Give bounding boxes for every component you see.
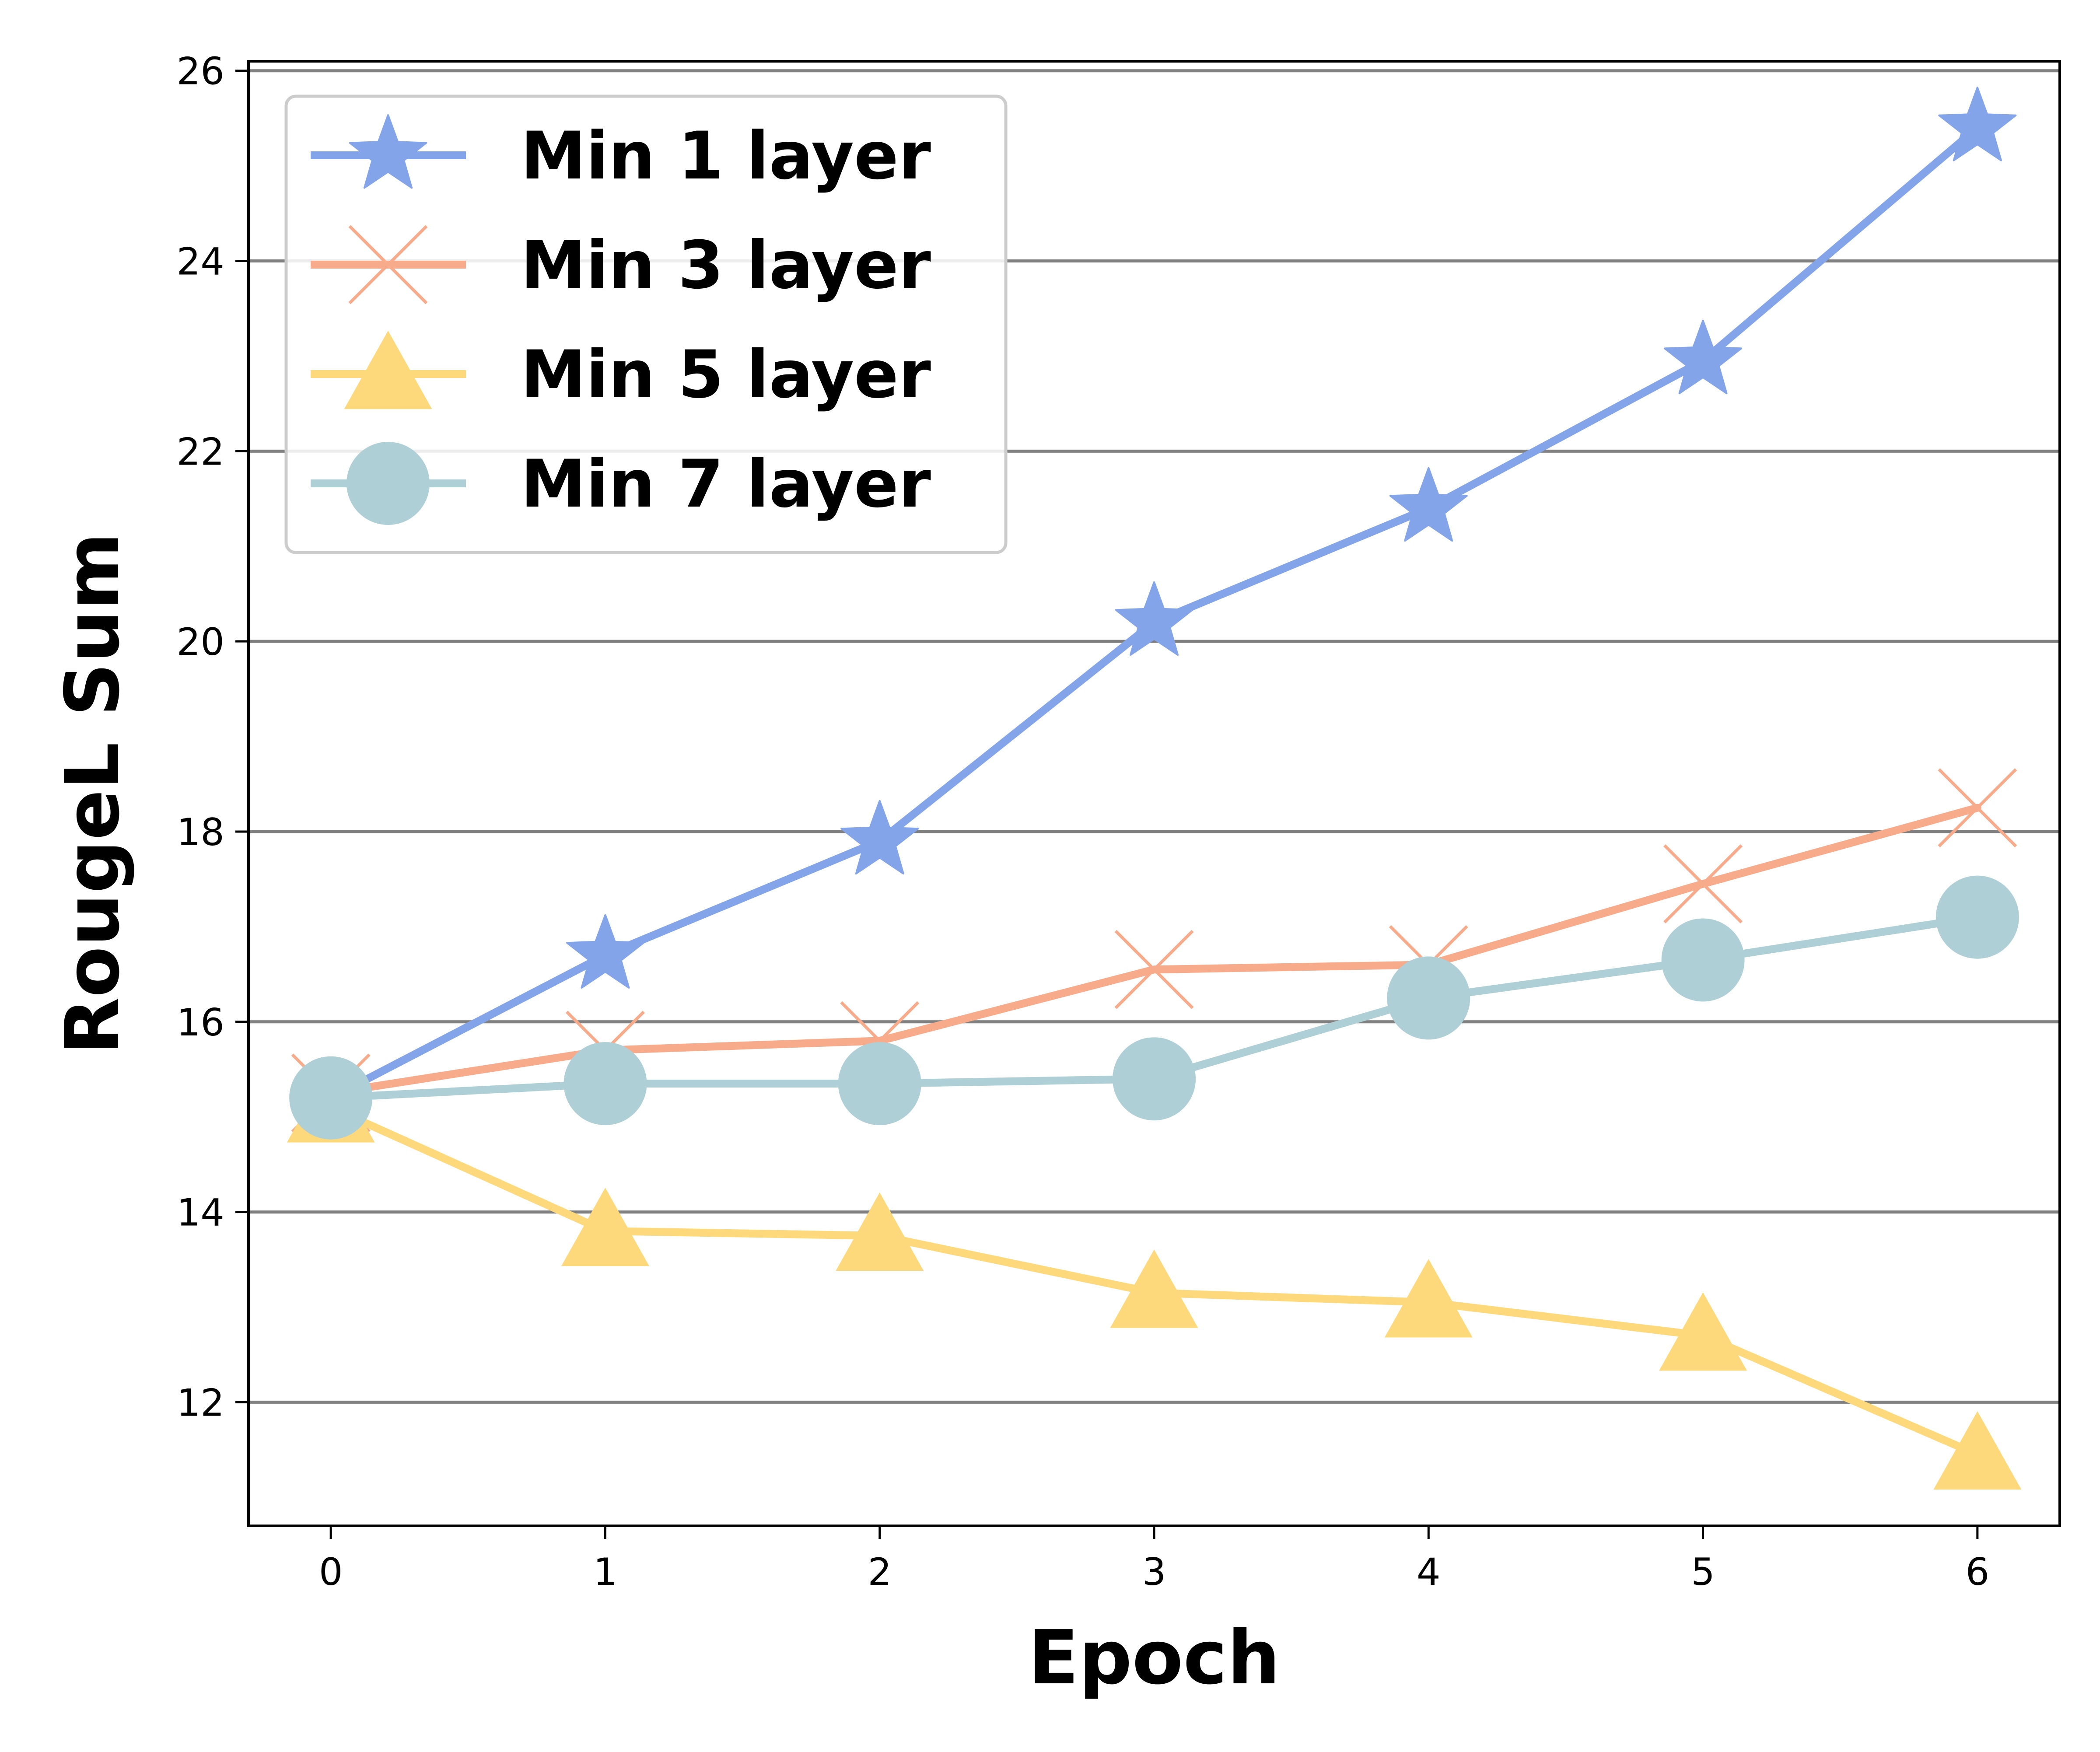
legend-label: Min 3 layer (521, 227, 931, 304)
data-point-s3-4 (1384, 1259, 1473, 1338)
data-point-s4-2 (838, 1042, 921, 1126)
data-point-s4-1 (564, 1042, 647, 1126)
data-point-s4-3 (1113, 1037, 1196, 1121)
data-point-s4-0 (289, 1056, 373, 1140)
y-tick-label: 26 (177, 50, 224, 94)
x-tick-label: 3 (1142, 1550, 1166, 1594)
data-point-s4-4 (1387, 956, 1470, 1040)
legend-label: Min 7 layer (521, 446, 931, 522)
data-point-s1-3 (1115, 581, 1194, 656)
x-axis-title: Epoch (1028, 1615, 1280, 1701)
legend-label: Min 1 layer (521, 118, 931, 194)
y-tick-label: 12 (177, 1381, 224, 1425)
data-point-s1-6 (1938, 87, 2017, 161)
y-tick-label: 16 (177, 1001, 224, 1045)
legend-item-3: Min 5 layer (311, 330, 931, 413)
series-4 (289, 875, 2019, 1140)
data-point-s3-1 (561, 1187, 649, 1266)
data-point-s2-5 (1663, 844, 1743, 924)
data-point-s1-1 (566, 914, 644, 989)
x-tick-label: 5 (1691, 1550, 1715, 1594)
data-point-s2-6 (1938, 768, 2017, 848)
legend: Min 1 layer Min 3 layer Min 5 layer Min 7 l… (284, 94, 1008, 554)
series-3 (287, 1064, 2022, 1490)
series-1 (291, 87, 2017, 1132)
data-point-s4-5 (1661, 918, 1745, 1002)
legend-label: Min 5 layer (521, 337, 931, 413)
x-tick-label: 2 (868, 1550, 892, 1594)
legend-marker (349, 114, 427, 189)
x-tick-label: 4 (1417, 1550, 1441, 1594)
legend-item-4: Min 7 layer (311, 442, 931, 525)
legend-item-2: Min 3 layer (311, 225, 931, 304)
legend-box (284, 94, 1008, 554)
y-tick-label: 22 (177, 430, 224, 474)
data-point-s3-5 (1659, 1292, 1747, 1371)
y-axis-title: RougeL Sum (49, 532, 136, 1055)
data-point-s4-6 (1936, 875, 2019, 959)
y-tick-label: 24 (177, 240, 224, 284)
x-tick-label: 6 (1965, 1550, 1989, 1594)
legend-marker (348, 225, 428, 304)
data-point-s1-5 (1664, 319, 1742, 395)
data-point-s1-4 (1389, 467, 1468, 542)
legend-item-1: Min 1 layer (311, 114, 931, 194)
y-tick-label: 14 (177, 1191, 224, 1235)
x-tick-label: 0 (319, 1550, 343, 1594)
data-point-s3-6 (1933, 1411, 2022, 1490)
data-point-s3-2 (836, 1192, 924, 1271)
y-tick-label: 20 (177, 620, 224, 664)
data-point-s2-3 (1114, 930, 1194, 1009)
data-point-s1-2 (840, 800, 919, 875)
legend-marker (344, 330, 432, 409)
x-tick-label: 1 (593, 1550, 617, 1594)
legend-marker (346, 442, 430, 525)
data-point-s3-3 (1110, 1249, 1198, 1328)
y-tick-label: 18 (177, 811, 224, 854)
